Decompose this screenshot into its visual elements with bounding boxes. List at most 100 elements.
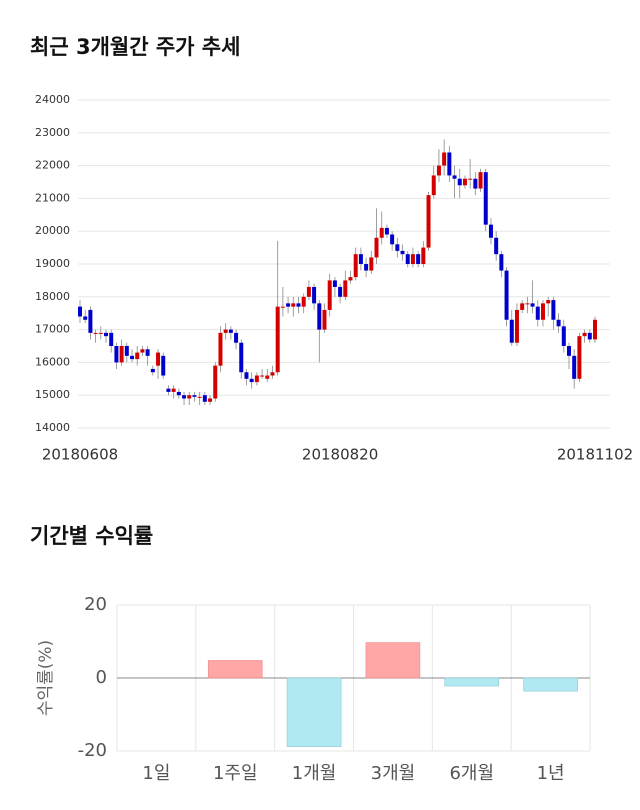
candle-body bbox=[218, 332, 223, 366]
x-tick-label: 1개월 bbox=[292, 763, 337, 784]
y-tick-label: 23000 bbox=[35, 126, 70, 139]
candle-body bbox=[301, 296, 306, 307]
candle-body bbox=[150, 368, 155, 373]
candle-body bbox=[499, 254, 504, 271]
x-tick-label: 20180820 bbox=[302, 446, 378, 464]
y-tick-label: 17000 bbox=[35, 323, 70, 336]
candle-body bbox=[176, 391, 181, 396]
x-tick-label: 1일 bbox=[142, 763, 170, 784]
candle-body bbox=[296, 303, 301, 307]
candle-body bbox=[520, 303, 525, 310]
candle-body bbox=[431, 175, 436, 196]
candle-body bbox=[166, 388, 171, 392]
x-tick-label: 1주일 bbox=[213, 763, 258, 784]
x-tick-label: 3개월 bbox=[371, 763, 416, 784]
y-tick-label: 15000 bbox=[35, 388, 70, 401]
y-tick-label: 0 bbox=[96, 667, 107, 688]
candle-body bbox=[587, 332, 592, 340]
candle-body bbox=[140, 349, 145, 353]
chart-title: 기간별 수익률 bbox=[30, 524, 153, 548]
candle-body bbox=[514, 309, 519, 343]
candle-body bbox=[171, 388, 176, 392]
candle-body bbox=[317, 303, 322, 330]
candle-body bbox=[332, 280, 337, 287]
candle-body bbox=[234, 332, 239, 343]
candle-body bbox=[504, 270, 509, 320]
y-tick-label: 24000 bbox=[35, 93, 70, 106]
candle-body bbox=[275, 306, 280, 373]
candle-body bbox=[265, 375, 270, 379]
candle-body bbox=[182, 395, 187, 399]
candle-body bbox=[577, 336, 582, 379]
candle-body bbox=[509, 319, 514, 343]
candle-body bbox=[338, 286, 343, 297]
candle-body bbox=[312, 286, 317, 304]
bar bbox=[207, 660, 263, 679]
candle-body bbox=[223, 329, 228, 333]
candle-body bbox=[119, 346, 124, 363]
candle-body bbox=[327, 280, 332, 310]
candle-body bbox=[384, 227, 389, 235]
candle-body bbox=[260, 375, 265, 377]
candle-body bbox=[156, 352, 161, 366]
candle-body bbox=[390, 234, 395, 245]
candle-body bbox=[93, 332, 98, 334]
candle-body bbox=[280, 306, 285, 308]
candle-body bbox=[525, 303, 530, 305]
candle-body bbox=[322, 309, 327, 330]
candle-body bbox=[546, 300, 551, 304]
candle-body bbox=[286, 303, 291, 307]
candle-body bbox=[197, 396, 202, 398]
candle-body bbox=[582, 332, 587, 337]
candle-body bbox=[239, 342, 244, 373]
candle-body bbox=[436, 165, 441, 176]
x-tick-label: 20180608 bbox=[42, 446, 118, 464]
candle-body bbox=[468, 178, 473, 180]
candle-body bbox=[249, 378, 254, 383]
x-tick-label: 1년 bbox=[537, 763, 565, 784]
y-tick-label: -20 bbox=[78, 740, 107, 761]
candle-body bbox=[452, 175, 457, 179]
candle-body bbox=[364, 264, 369, 271]
candle-body bbox=[442, 152, 447, 166]
candle-body bbox=[483, 172, 488, 225]
candle-body bbox=[494, 237, 499, 255]
candle-body bbox=[353, 254, 358, 278]
bar bbox=[365, 642, 421, 679]
candle-body bbox=[421, 247, 426, 264]
candle-body bbox=[358, 254, 363, 264]
candle-body bbox=[473, 178, 478, 189]
candle-body bbox=[228, 329, 233, 333]
candle-body bbox=[416, 254, 421, 264]
y-axis-label: 수익률(%) bbox=[36, 640, 56, 716]
candle-body bbox=[213, 365, 218, 399]
candle-body bbox=[161, 355, 166, 376]
candle-body bbox=[109, 332, 114, 346]
candle-body bbox=[98, 332, 103, 334]
candle-body bbox=[270, 372, 275, 376]
candle-body bbox=[395, 244, 400, 251]
candle-body bbox=[145, 349, 150, 356]
candle-body bbox=[244, 372, 249, 379]
candle-body bbox=[426, 195, 431, 248]
candle-body bbox=[462, 178, 467, 186]
y-tick-label: 19000 bbox=[35, 257, 70, 270]
candle-body bbox=[572, 355, 577, 379]
y-tick-label: 18000 bbox=[35, 290, 70, 303]
candle-body bbox=[187, 395, 192, 399]
x-tick-label: 20181102 bbox=[557, 446, 633, 464]
candle-body bbox=[291, 303, 296, 307]
candle-body bbox=[114, 346, 119, 363]
candle-body bbox=[83, 316, 88, 320]
candle-body bbox=[535, 306, 540, 320]
candle-body bbox=[343, 280, 348, 297]
bar bbox=[444, 677, 500, 687]
candle-body bbox=[561, 326, 566, 346]
y-tick-label: 20000 bbox=[35, 224, 70, 237]
candle-body bbox=[88, 309, 93, 333]
candle-body bbox=[478, 172, 483, 189]
candle-body bbox=[457, 178, 462, 186]
candle-body bbox=[348, 277, 353, 281]
candle-body bbox=[405, 254, 410, 264]
